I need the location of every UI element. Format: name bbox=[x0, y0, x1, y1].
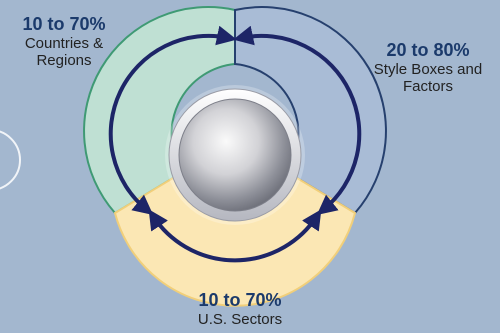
edge-circle-partial bbox=[0, 130, 21, 190]
circular-arrows-icon bbox=[108, 25, 362, 263]
text-style-boxes-factors: Style Boxes and Factors bbox=[373, 60, 483, 95]
text-countries-regions: Countries & Regions bbox=[24, 34, 104, 69]
range-us-sectors: 10 to 70% bbox=[198, 290, 282, 310]
text-us-sectors: U.S. Sectors bbox=[197, 310, 283, 328]
label-us-sectors: 10 to 70% U.S. Sectors bbox=[160, 290, 320, 328]
label-countries-regions: 10 to 70% Countries & Regions bbox=[0, 14, 128, 69]
label-style-boxes-factors: 20 to 80% Style Boxes and Factors bbox=[356, 40, 500, 95]
silver-disc-icon bbox=[165, 85, 305, 225]
range-style-boxes-factors: 20 to 80% bbox=[386, 40, 470, 60]
range-countries-regions: 10 to 70% bbox=[22, 14, 106, 34]
